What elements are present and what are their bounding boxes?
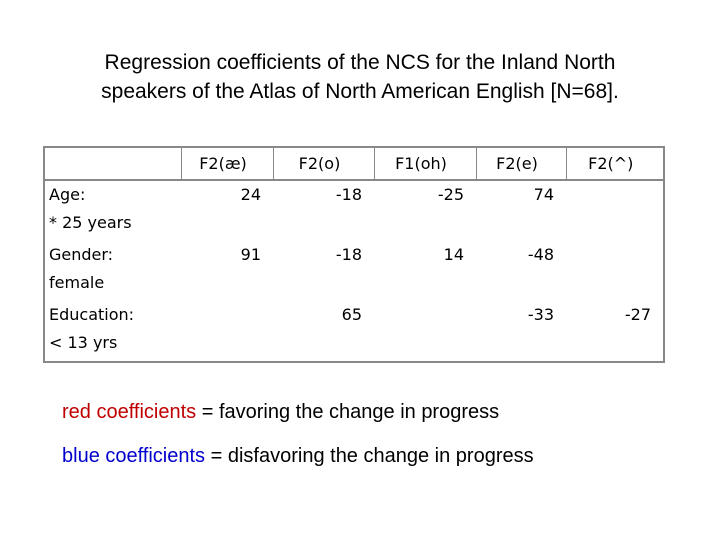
legend-term: blue coefficients [62, 445, 206, 467]
empty-cell [374, 301, 476, 362]
coefficient-cell: -33 [527, 305, 554, 324]
coefficient-cell: -48 [527, 245, 554, 264]
legend-line: red coefficients = favoring the change i… [62, 390, 534, 434]
table-row: Gender: female 91 -18 14 -48 [44, 241, 664, 301]
title-line: Regression coefficients of the NCS for t… [104, 51, 616, 74]
coefficient-cell: 74 [533, 185, 554, 204]
title: Regression coefficients of the NCS for t… [0, 48, 720, 106]
header-row: F2(æ) F2(o) F1(oh) F2(e) F2(^) [44, 147, 664, 181]
legend-term: red coefficients [62, 401, 197, 423]
coefficient-cell: -27 [624, 305, 651, 324]
coefficient-cell: 65 [341, 305, 362, 324]
legend: red coefficients = favoring the change i… [62, 390, 534, 478]
column-header: F2(æ) [180, 147, 273, 181]
empty-cell [566, 241, 664, 301]
coefficient-cell: -25 [437, 185, 464, 204]
column-header: F2(o) [272, 147, 374, 181]
legend-text: = favoring the change in progress [196, 401, 500, 423]
coefficient-cell: -18 [335, 245, 362, 264]
coefficient-cell: -18 [335, 185, 362, 204]
coefficient-table: F2(æ) F2(o) F1(oh) F2(e) F2(^) Age: * 25 yea… [43, 146, 665, 363]
table-row: Age: * 25 years 24 -18 -25 74 [44, 180, 664, 241]
table-row: Education: < 13 yrs 65 -33 -27 [44, 301, 664, 362]
column-header: F2(^) [565, 147, 664, 181]
empty-cell [566, 180, 664, 241]
coefficient-cell: 14 [443, 245, 464, 264]
empty-cell [181, 301, 273, 362]
row-label: Gender: female [49, 245, 114, 292]
corner-cell [44, 147, 181, 181]
coefficient-cell: 24 [240, 185, 261, 204]
coefficient-cell: 91 [240, 245, 261, 264]
row-label: Education: < 13 yrs [49, 305, 135, 352]
column-header: F2(e) [475, 147, 566, 181]
row-label: Age: * 25 years [49, 185, 132, 232]
column-header: F1(oh) [373, 147, 476, 181]
legend-text: = disfavoring the change in progress [205, 445, 534, 467]
legend-line: blue coefficients = disfavoring the chan… [62, 434, 534, 478]
title-line: speakers of the Atlas of North American … [101, 80, 619, 103]
